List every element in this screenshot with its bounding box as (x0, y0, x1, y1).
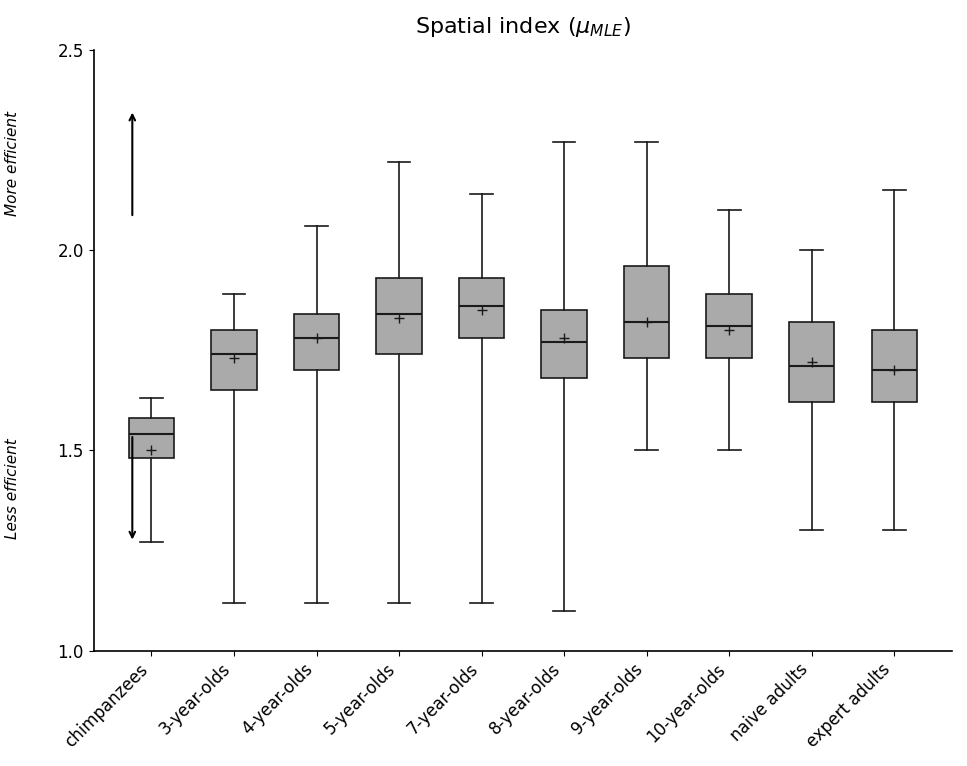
PathPatch shape (129, 418, 174, 458)
PathPatch shape (871, 330, 917, 402)
PathPatch shape (624, 266, 669, 358)
Title: Spatial index ($\mu_{MLE}$): Spatial index ($\mu_{MLE}$) (415, 15, 630, 39)
Text: Less efficient: Less efficient (5, 438, 19, 538)
PathPatch shape (707, 294, 752, 358)
Text: More efficient: More efficient (5, 111, 19, 216)
PathPatch shape (542, 310, 587, 378)
PathPatch shape (376, 278, 422, 354)
PathPatch shape (459, 278, 504, 338)
PathPatch shape (294, 314, 339, 370)
PathPatch shape (212, 330, 256, 390)
PathPatch shape (789, 322, 835, 402)
